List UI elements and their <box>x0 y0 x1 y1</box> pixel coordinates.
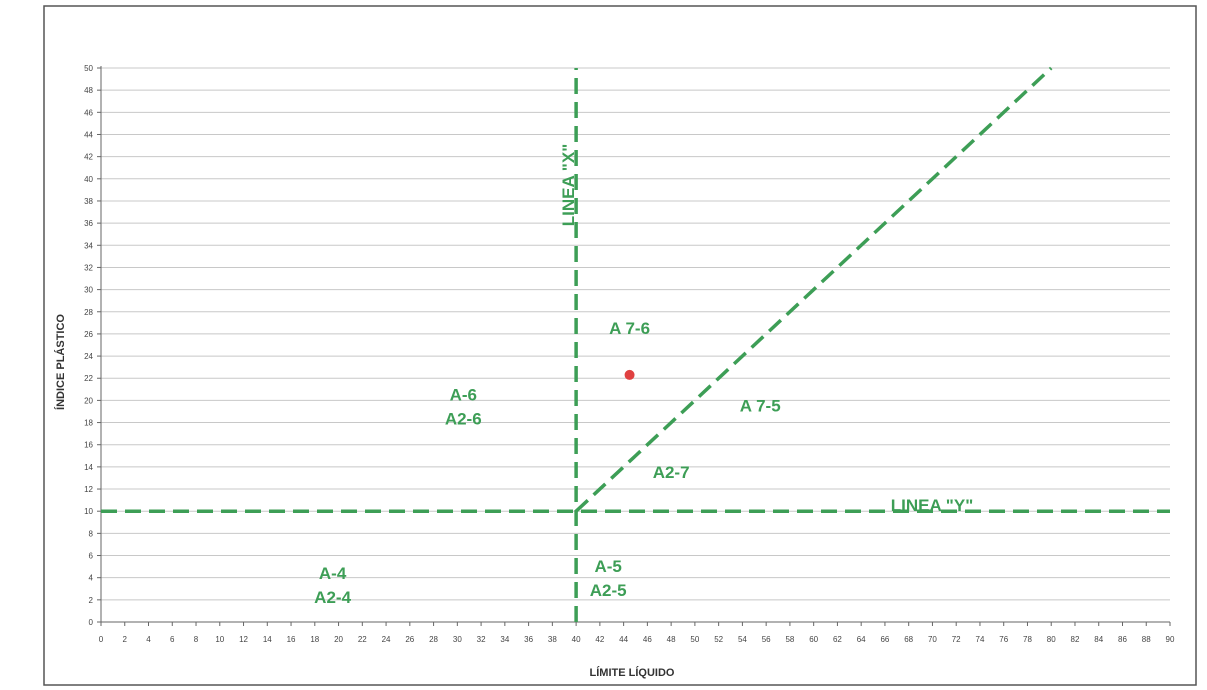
x-tick-label: 84 <box>1094 635 1103 644</box>
y-tick-label: 6 <box>89 552 94 561</box>
y-tick-label: 2 <box>89 596 94 605</box>
x-tick-label: 10 <box>215 635 224 644</box>
x-tick-label: 64 <box>857 635 866 644</box>
x-tick-label: 36 <box>524 635 533 644</box>
y-tick-labels: 0246810121416182022242628303234363840424… <box>84 64 101 627</box>
y-tick-label: 4 <box>89 574 94 583</box>
y-tick-label: 40 <box>84 175 93 184</box>
x-tick-label: 14 <box>263 635 272 644</box>
x-tick-label: 22 <box>358 635 367 644</box>
x-tick-label: 46 <box>643 635 652 644</box>
x-tick-label: 2 <box>123 635 128 644</box>
x-tick-label: 48 <box>667 635 676 644</box>
x-tick-labels: 0 2 4 6 8 10 12 14 16 18 20 22 24 26 28 30 32 34 36 38 40 42 4… <box>99 622 1175 644</box>
axes <box>100 66 1170 623</box>
y-tick-label: 24 <box>84 352 93 361</box>
page-border <box>43 5 1197 686</box>
x-tick-label: 32 <box>477 635 486 644</box>
x-tick-label: 82 <box>1071 635 1080 644</box>
x-tick-label: 68 <box>904 635 913 644</box>
zone-label: A2-4 <box>314 588 351 607</box>
zone-label: A2-7 <box>653 463 690 482</box>
x-tick-label: 80 <box>1047 635 1056 644</box>
x-tick-label: 40 <box>572 635 581 644</box>
x-tick-label: 34 <box>500 635 509 644</box>
y-tick-label: 16 <box>84 441 93 450</box>
x-tick-label: 86 <box>1118 635 1127 644</box>
linea-y-label: LINEA "Y" <box>891 496 974 515</box>
x-tick-label: 58 <box>785 635 794 644</box>
y-axis-label: ÍNDICE PLÁSTICO <box>54 314 67 410</box>
a-line-diagonal <box>574 66 1053 513</box>
y-tick-label: 26 <box>84 330 93 339</box>
y-tick-label: 46 <box>84 108 93 117</box>
x-tick-label: 18 <box>310 635 319 644</box>
x-tick-label: 74 <box>976 635 985 644</box>
y-tick-label: 14 <box>84 463 93 472</box>
x-tick-label: 50 <box>690 635 699 644</box>
x-tick-label: 70 <box>928 635 937 644</box>
data-point <box>624 369 635 380</box>
y-tick-label: 32 <box>84 263 93 272</box>
x-tick-label: 72 <box>952 635 961 644</box>
classification-lines: LINEA "X" LINEA "Y" <box>101 66 1170 622</box>
y-tick-label: 34 <box>84 241 93 250</box>
y-tick-label: 8 <box>89 529 94 538</box>
y-tick-label: 30 <box>84 286 93 295</box>
x-tick-label: 78 <box>1023 635 1032 644</box>
x-tick-label: 62 <box>833 635 842 644</box>
y-tick-label: 44 <box>84 130 93 139</box>
y-tick-label: 48 <box>84 86 93 95</box>
y-tick-label: 28 <box>84 308 93 317</box>
x-tick-label: 24 <box>382 635 391 644</box>
x-tick-label: 12 <box>239 635 248 644</box>
data-points <box>624 369 635 380</box>
zone-label: A 7-6 <box>609 319 650 338</box>
x-tick-label: 60 <box>809 635 818 644</box>
x-tick-label: 42 <box>595 635 604 644</box>
zone-label: A 7-5 <box>740 396 781 415</box>
x-tick-label: 20 <box>334 635 343 644</box>
zone-label: A-5 <box>594 557 621 576</box>
y-tick-label: 38 <box>84 197 93 206</box>
x-tick-label: 88 <box>1142 635 1151 644</box>
x-tick-label: 56 <box>762 635 771 644</box>
y-tick-label: 0 <box>89 618 94 627</box>
x-tick-label: 44 <box>619 635 628 644</box>
x-tick-label: 30 <box>453 635 462 644</box>
y-tick-label: 22 <box>84 374 93 383</box>
y-tick-label: 10 <box>84 507 93 516</box>
x-tick-label: 76 <box>999 635 1008 644</box>
y-tick-label: 12 <box>84 485 93 494</box>
y-tick-label: 42 <box>84 153 93 162</box>
y-tick-label: 36 <box>84 219 93 228</box>
x-tick-label: 26 <box>405 635 414 644</box>
x-axis-label: LÍMITE LÍQUIDO <box>590 666 675 679</box>
y-tick-label: 20 <box>84 396 93 405</box>
grid <box>101 67 1170 623</box>
x-tick-label: 6 <box>170 635 175 644</box>
x-tick-label: 52 <box>714 635 723 644</box>
x-tick-label: 8 <box>194 635 199 644</box>
x-tick-label: 0 <box>99 635 104 644</box>
x-tick-label: 4 <box>146 635 151 644</box>
y-tick-label: 18 <box>84 419 93 428</box>
zone-label: A2-5 <box>590 581 627 600</box>
x-tick-label: 28 <box>429 635 438 644</box>
linea-x-label: LINEA "X" <box>559 144 578 227</box>
zone-label: A-6 <box>450 385 477 404</box>
zone-label: A-4 <box>319 564 347 583</box>
x-tick-label: 66 <box>880 635 889 644</box>
zone-labels: A 7-6 A-6 A2-6 A 7-5 A2-7 A-4 A2-4 A-5 A2-5 <box>314 319 781 607</box>
x-tick-label: 90 <box>1166 635 1175 644</box>
x-tick-label: 16 <box>287 635 296 644</box>
x-tick-label: 54 <box>738 635 747 644</box>
zone-label: A2-6 <box>445 409 482 428</box>
x-tick-label: 38 <box>548 635 557 644</box>
y-tick-label: 50 <box>84 64 93 73</box>
